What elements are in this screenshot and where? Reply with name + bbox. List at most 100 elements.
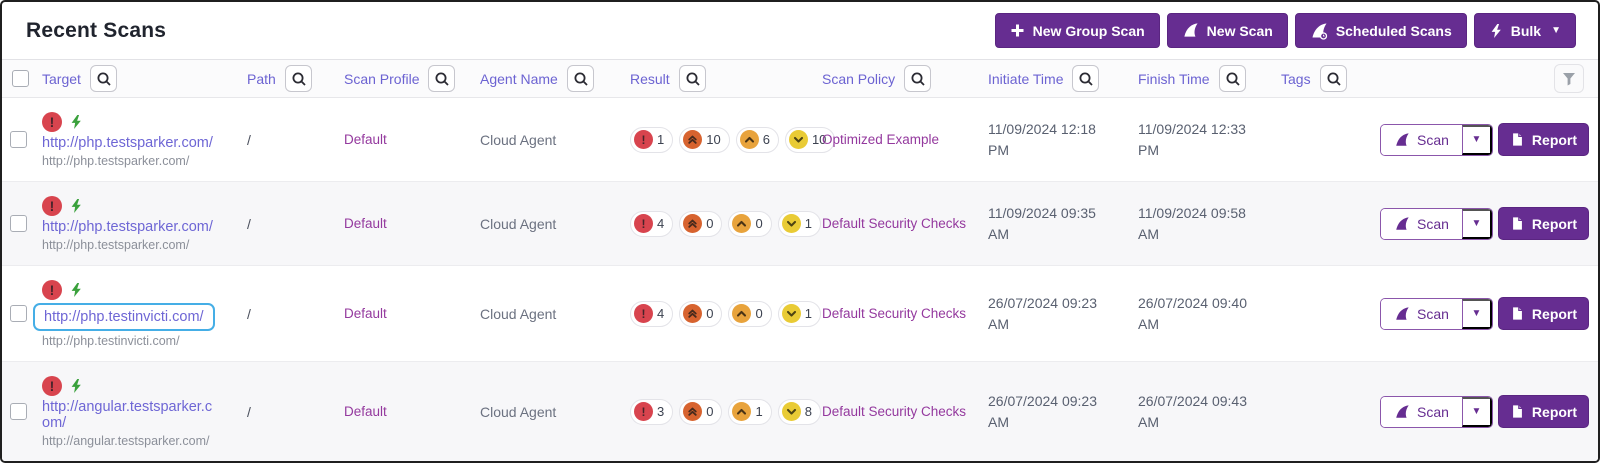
path-cell: / (247, 215, 251, 232)
low-count-badge[interactable]: 1 (777, 300, 821, 327)
high-count: 0 (706, 306, 714, 321)
medium-count-badge[interactable]: 0 (728, 300, 772, 327)
target-sub-url: http://php.testsparker.com/ (42, 153, 190, 168)
scan-profile-cell[interactable]: Default (344, 306, 387, 321)
path-cell: / (247, 305, 251, 322)
row-checkbox[interactable] (9, 131, 27, 148)
result-badges: ! 1 10 6 10 (630, 126, 836, 153)
critical-count-badge[interactable]: ! 3 (630, 398, 674, 425)
new-scan-button[interactable]: New Scan (1166, 13, 1288, 48)
critical-severity-icon: ! (634, 214, 653, 233)
new-group-scan-button[interactable]: New Group Scan (994, 13, 1160, 48)
scan-table-body: ! http://php.testsparker.com/ http://php… (2, 98, 1598, 461)
scan-button[interactable]: Scan (1381, 298, 1462, 329)
critical-alert-icon: ! (42, 111, 62, 132)
initiate-time-cell: 11/09/2024 12:18 PM (988, 121, 1096, 158)
report-button[interactable]: Report (1497, 395, 1590, 428)
new-group-scan-label: New Group Scan (1032, 22, 1145, 39)
critical-count-badge[interactable]: ! 1 (630, 126, 674, 153)
medium-severity-icon (732, 214, 752, 233)
table-row: ! http://angular.testsparker.com/ http:/… (2, 362, 1598, 461)
row-checkbox[interactable] (9, 403, 27, 420)
scan-button[interactable]: Scan (1381, 396, 1462, 427)
result-badges: ! 3 0 1 8 (630, 398, 822, 425)
low-count-badge[interactable]: 8 (777, 398, 821, 425)
scan-button[interactable]: Scan (1381, 124, 1462, 155)
row-checkbox[interactable] (9, 305, 27, 322)
low-count-badge[interactable]: 1 (777, 210, 821, 237)
target-status-icons: ! (42, 195, 239, 216)
low-count: 8 (804, 404, 812, 419)
high-severity-icon (683, 214, 703, 233)
agent-name-search-button[interactable] (566, 65, 594, 92)
scan-policy-search-button[interactable] (904, 65, 932, 92)
medium-count-badge[interactable]: 1 (728, 398, 772, 425)
high-count: 0 (706, 404, 714, 419)
critical-alert-icon: ! (42, 279, 62, 300)
report-button[interactable]: Report (1497, 297, 1590, 330)
high-count-badge[interactable]: 10 (679, 126, 730, 153)
critical-count: 3 (657, 404, 665, 419)
medium-count-badge[interactable]: 6 (735, 126, 779, 153)
initiate-time-search-button[interactable] (1072, 65, 1100, 92)
critical-count-badge[interactable]: ! 4 (630, 210, 674, 237)
target-link[interactable]: http://php.testsparker.com/ (42, 218, 213, 235)
critical-count-badge[interactable]: ! 4 (630, 300, 674, 327)
bulk-button[interactable]: Bulk ▼ (1473, 13, 1576, 48)
low-count-badge[interactable]: 10 (784, 126, 836, 153)
high-count-badge[interactable]: 0 (679, 398, 723, 425)
bulk-label: Bulk (1510, 22, 1542, 39)
high-count-badge[interactable]: 0 (679, 210, 723, 237)
high-count: 0 (706, 216, 714, 231)
initiate-time-cell: 11/09/2024 09:35 AM (988, 205, 1096, 242)
report-button-label: Report (1531, 215, 1578, 232)
tags-search-button[interactable] (1319, 65, 1347, 92)
path-search-button[interactable] (284, 65, 312, 92)
scan-policy-cell[interactable]: Optimized Example (822, 132, 940, 147)
column-scan-profile: Scan Profile (344, 65, 480, 92)
row-actions: Scan ▼ Report (1380, 297, 1598, 330)
scan-policy-cell[interactable]: Default Security Checks (822, 404, 967, 419)
scan-profile-cell[interactable]: Default (344, 216, 387, 231)
row-checkbox-cell (2, 131, 42, 148)
lightning-icon (71, 198, 81, 213)
medium-severity-icon (732, 402, 752, 421)
row-checkbox[interactable] (9, 215, 27, 232)
table-row: ! http://php.testsparker.com/ http://php… (2, 98, 1598, 182)
scan-policy-cell[interactable]: Default Security Checks (822, 306, 967, 321)
page-title: Recent Scans (26, 18, 167, 42)
column-initiate-time: Initiate Time (988, 65, 1138, 92)
column-target: Target (42, 65, 247, 92)
report-button[interactable]: Report (1497, 207, 1590, 240)
scan-profile-cell[interactable]: Default (344, 404, 387, 419)
scan-dropdown-button[interactable]: ▼ (1461, 298, 1492, 329)
select-all-checkbox[interactable] (11, 70, 29, 87)
high-count-badge[interactable]: 0 (679, 300, 723, 327)
search-icon (97, 72, 111, 86)
medium-severity-icon (739, 130, 759, 149)
column-agent-name-label: Agent Name (480, 70, 558, 87)
scan-dropdown-button[interactable]: ▼ (1461, 208, 1492, 239)
scan-button[interactable]: Scan (1381, 208, 1462, 239)
result-search-button[interactable] (678, 65, 706, 92)
target-search-button[interactable] (89, 65, 117, 92)
medium-count-badge[interactable]: 0 (728, 210, 772, 237)
scheduled-scans-button[interactable]: Scheduled Scans (1294, 13, 1467, 48)
search-icon (435, 72, 450, 86)
scan-dropdown-button[interactable]: ▼ (1461, 396, 1492, 427)
search-icon (1226, 72, 1240, 86)
scan-profile-cell[interactable]: Default (344, 132, 387, 147)
filter-button[interactable] (1554, 64, 1584, 93)
scan-policy-cell[interactable]: Default Security Checks (822, 216, 967, 231)
scan-dropdown-button[interactable]: ▼ (1461, 124, 1492, 155)
target-link-focused[interactable]: http://php.testinvicti.com/ (33, 302, 215, 331)
report-button[interactable]: Report (1497, 123, 1590, 156)
finish-time-search-button[interactable] (1218, 65, 1246, 92)
target-link[interactable]: http://angular.testsparker.com/ (42, 398, 213, 431)
path-cell: / (247, 403, 251, 420)
scan-split-button: Scan ▼ (1380, 297, 1493, 330)
high-severity-icon (683, 304, 703, 323)
target-link[interactable]: http://php.testsparker.com/ (42, 134, 213, 151)
scan-profile-search-button[interactable] (428, 65, 456, 92)
